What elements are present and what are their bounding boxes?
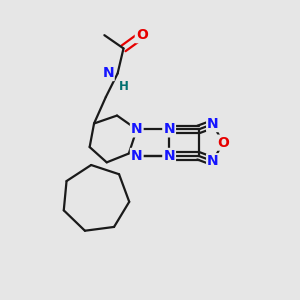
Text: N: N <box>163 149 175 163</box>
Text: N: N <box>131 122 142 136</box>
Text: O: O <box>136 28 148 42</box>
Text: N: N <box>103 66 114 80</box>
Text: H: H <box>119 80 129 93</box>
Text: O: O <box>217 136 229 150</box>
Text: N: N <box>207 117 219 131</box>
Text: N: N <box>131 149 142 163</box>
Text: N: N <box>163 122 175 136</box>
Text: N: N <box>207 154 219 168</box>
